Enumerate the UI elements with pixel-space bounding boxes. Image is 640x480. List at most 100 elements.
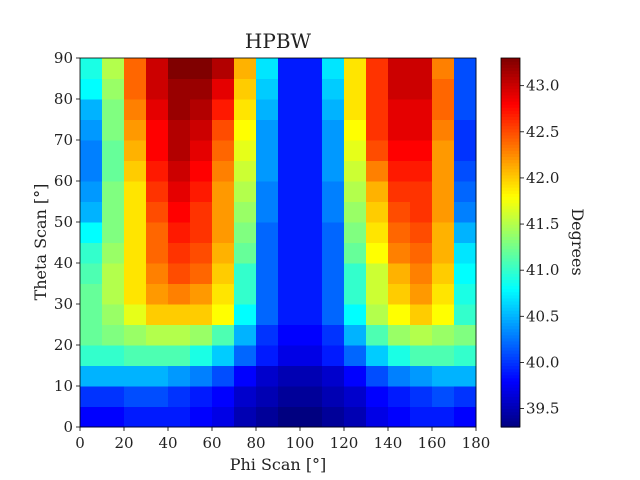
heatmap-cell	[388, 201, 411, 223]
heatmap-cell	[124, 345, 147, 366]
heatmap-cell	[366, 78, 389, 100]
heatmap-cell	[256, 345, 279, 366]
heatmap-cell	[278, 263, 301, 284]
heatmap-cell	[146, 119, 169, 141]
heatmap-cell	[102, 242, 125, 264]
colorbar-segment	[501, 328, 520, 333]
heatmap-cell	[322, 160, 345, 182]
heatmap-cell	[410, 160, 433, 182]
heatmap-cell	[102, 201, 125, 223]
heatmap-cell	[432, 386, 455, 407]
heatmap-cell	[168, 201, 191, 223]
colorbar-segment	[501, 230, 520, 234]
colorbar-segment	[501, 227, 520, 231]
heatmap-cell	[102, 222, 125, 243]
heatmap-cell	[102, 304, 125, 325]
heatmap-cell	[344, 78, 367, 100]
colorbar-segment	[501, 393, 520, 397]
heatmap-cell	[388, 119, 411, 141]
colorbar-segment	[501, 350, 520, 354]
colorbar-segment	[501, 150, 520, 154]
heatmap-cell	[234, 283, 257, 305]
heatmap-cell	[388, 386, 411, 407]
heatmap-cell	[146, 283, 169, 305]
colorbar-segment	[501, 402, 520, 407]
colorbar-segment	[501, 153, 520, 157]
heatmap-cell	[80, 99, 103, 120]
heatmap-cell	[124, 140, 147, 161]
heatmap-cell	[366, 201, 389, 223]
heatmap-cell	[344, 304, 367, 325]
heatmap-cell	[212, 263, 235, 284]
heatmap-cell	[300, 406, 323, 428]
heatmap-cell	[168, 345, 191, 366]
heatmap-cell	[234, 242, 257, 264]
heatmap-cell	[146, 201, 169, 223]
heatmap-cell	[190, 160, 213, 182]
heatmap-cell	[124, 304, 147, 325]
colorbar-segment	[501, 264, 520, 268]
heatmap-cell	[190, 283, 213, 305]
heatmap-cell	[102, 263, 125, 284]
colorbar-segment	[501, 177, 520, 182]
heatmap-cell	[454, 263, 477, 284]
colorbar-segment	[501, 383, 520, 388]
heatmap-cell	[190, 99, 213, 120]
heatmap-cell	[80, 263, 103, 284]
colorbar-segment	[501, 94, 520, 99]
colorbar-segment	[501, 297, 520, 302]
heatmap-cell	[388, 160, 411, 182]
heatmap-cell	[256, 406, 279, 428]
heatmap-cell	[278, 324, 301, 346]
heatmap-cell	[388, 222, 411, 243]
heatmap-cell	[454, 140, 477, 161]
colorbar-segment	[501, 82, 520, 87]
colorbar-segment	[501, 239, 520, 244]
colorbar-segment	[501, 279, 520, 284]
colorbar-segment	[501, 417, 520, 422]
heatmap-cell	[366, 181, 389, 202]
colorbar-tick-label: 42.5	[526, 123, 559, 141]
heatmap-cell	[146, 78, 169, 100]
colorbar-segment	[501, 202, 520, 207]
heatmap-cell	[388, 345, 411, 366]
heatmap-cell	[322, 263, 345, 284]
colorbar-segment	[501, 337, 520, 342]
colorbar-segment	[501, 282, 520, 287]
colorbar-segment	[501, 217, 520, 222]
heatmap-cell	[212, 345, 235, 366]
heatmap-cell	[366, 222, 389, 243]
heatmap-cell	[212, 406, 235, 428]
heatmap-cell	[410, 242, 433, 264]
heatmap-cell	[322, 119, 345, 141]
heatmap-cell	[410, 181, 433, 202]
heatmap-cell	[344, 119, 367, 141]
heatmap-cell	[388, 324, 411, 346]
heatmap-cell	[80, 365, 103, 387]
heatmap-cell	[454, 242, 477, 264]
heatmap-cell	[234, 386, 257, 407]
colorbar-segment	[501, 76, 520, 81]
colorbar-segment	[501, 374, 520, 379]
heatmap-cell	[234, 406, 257, 428]
heatmap-cell	[234, 119, 257, 141]
heatmap-cell	[212, 78, 235, 100]
heatmap-cell	[410, 58, 433, 79]
heatmap-cell	[212, 365, 235, 387]
heatmap-cell	[454, 99, 477, 120]
heatmap-cell	[168, 181, 191, 202]
heatmap-cell	[212, 140, 235, 161]
heatmap-cell	[454, 365, 477, 387]
heatmap-cell	[190, 365, 213, 387]
heatmap-cell	[388, 365, 411, 387]
heatmap-cell	[300, 304, 323, 325]
x-tick-label: 100	[286, 434, 315, 452]
heatmap-cell	[234, 365, 257, 387]
colorbar-segment	[501, 371, 520, 376]
colorbar-segment	[501, 85, 520, 90]
heatmap-cell	[124, 78, 147, 100]
heatmap-cell	[366, 99, 389, 120]
heatmap-cell	[212, 304, 235, 325]
colorbar-segment	[501, 181, 520, 185]
colorbar-segment	[501, 131, 520, 136]
